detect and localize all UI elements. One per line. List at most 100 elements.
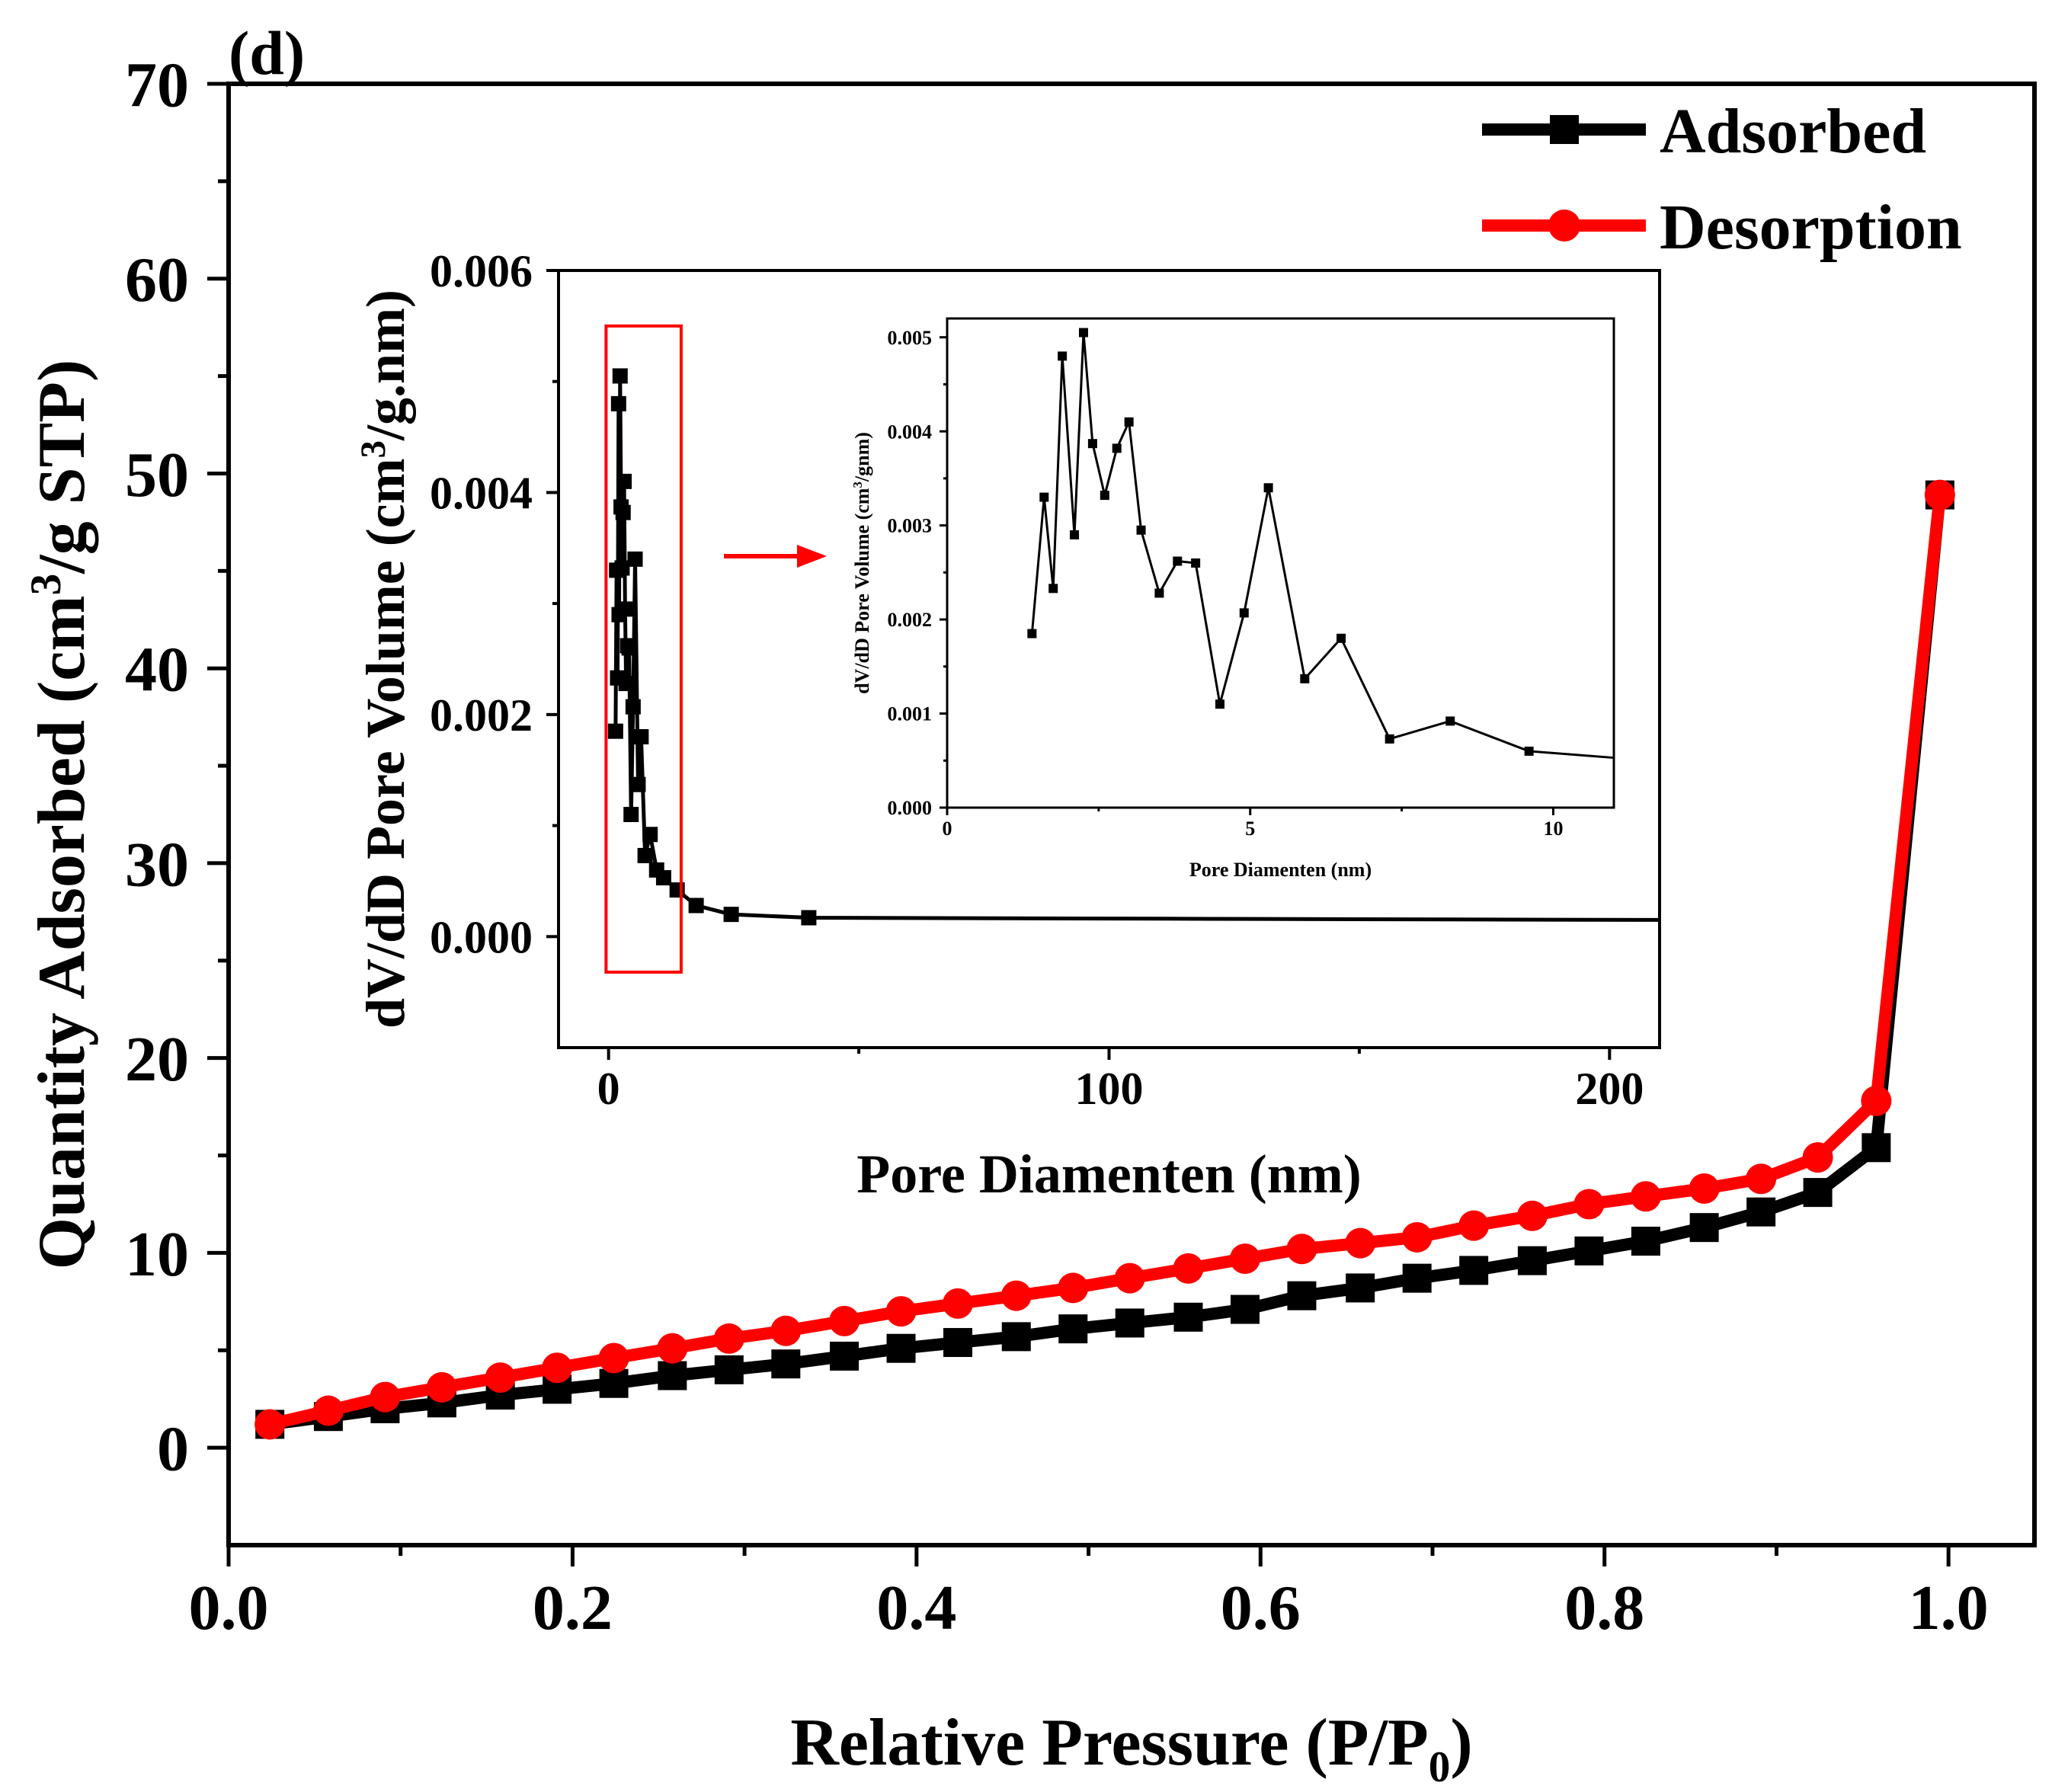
adsorbed-point [1803,1178,1833,1208]
inner-psd-point [1112,443,1122,453]
desorption-point [254,1409,286,1440]
outer-psd-point [637,847,653,863]
adsorbed-point [1631,1227,1660,1256]
inner-y-tick-label: 0.003 [888,515,933,537]
adsorbed-point [830,1341,860,1371]
outer-psd-point [801,910,817,926]
desorption-point [1058,1272,1089,1304]
outer-psd-point [617,601,633,617]
outer-y-tick-label: 0.004 [430,468,533,518]
desorption-point [1924,479,1955,510]
main-y-axis-title: Quantity Adsorbed (cm3/g STP) [22,360,99,1270]
main-y-tick-label: 20 [125,1024,189,1095]
outer-y-axis-title: dV/dD Pore Volume (cm3/g.nm) [354,290,416,1029]
outer-psd-point [633,729,649,744]
inner-psd-point [1027,629,1037,638]
desorption-point [1802,1142,1833,1173]
adsorbed-point [886,1333,916,1363]
main-x-axis-title: Relative Pressure (P/P0) [790,1706,1472,1791]
inner-psd-point [1524,746,1534,756]
main-frame [226,82,2037,1547]
adsorbed-point [1402,1263,1432,1293]
outer-x-tick-label: 100 [1075,1064,1144,1114]
outer-psd-point [612,368,628,384]
inner-x-tick-label: 0 [943,818,952,840]
inner-y-axis-title: dV/dD Pore Volume (cm3/gnm) [850,432,873,694]
desorption-point [370,1381,401,1413]
inner-y-tick-label: 0.002 [888,609,933,631]
main-y-tick-label: 40 [125,635,189,706]
main-y-tick-label: 50 [125,440,189,510]
desorption-point [1746,1163,1777,1195]
adsorbed-point [1689,1213,1719,1243]
zoom-box [604,324,683,974]
outer-psd-point [610,395,626,411]
outer-psd-point [615,504,631,520]
outer-x-tick-label: 0 [597,1064,620,1114]
outer-psd-point [618,676,634,692]
inner-psd-point [1191,558,1201,568]
main-y-tick-label: 60 [125,245,189,315]
inner-x-axis-title: Pore Diamenten (nm) [1189,859,1372,881]
outer-psd-point [642,827,658,843]
inner-y-tick-label: 0.000 [888,797,933,819]
adsorbed-point [943,1328,973,1358]
outer-psd-point [623,807,639,822]
legend: Adsorbed Desorption [1482,96,1962,263]
adsorbed-point [1058,1314,1088,1344]
adsorbed-point [714,1355,744,1384]
adsorbed-point [1115,1308,1144,1338]
desorption-point [1689,1173,1720,1205]
desorption-point [598,1342,629,1374]
adsorbed-point [1862,1133,1891,1163]
inner-psd-point [1154,588,1164,598]
desorption-point [943,1288,974,1319]
outer-psd-point [723,907,739,923]
desorption-point [657,1333,688,1364]
inner-psd-point [1215,699,1224,709]
adsorbed-point [1001,1322,1031,1352]
main-x-tick-label: 0.2 [533,1573,613,1643]
desorption-point [426,1371,457,1403]
inner-psd-point [1136,525,1146,535]
inner-x-tick-label: 10 [1543,818,1563,840]
legend-desorption-label: Desorption [1660,192,1962,263]
panel-label: (d) [229,18,305,88]
adsorbed-point [1287,1281,1317,1310]
desorption-point [1861,1085,1892,1116]
inner-psd-point [1124,417,1134,427]
inner-psd-point [1263,483,1273,493]
inner-psd-point [1058,351,1068,361]
inner-psd-point [1385,734,1394,744]
adsorbed-point [1346,1273,1375,1303]
outer-x-tick-label: 200 [1575,1064,1644,1114]
desorption-point [1401,1221,1433,1253]
inner-psd-point [1239,608,1249,618]
desorption-point [885,1296,917,1327]
desorption-point [1114,1262,1145,1294]
inner-psd-point [1048,584,1058,594]
inner-psd-point [1100,491,1109,501]
adsorbed-point [771,1349,801,1379]
adsorbed-point [1517,1246,1547,1275]
outer-psd-point [614,560,630,576]
desorption-point [1458,1210,1490,1241]
outer-psd-point [627,551,643,567]
outer-psd-point [630,776,646,792]
inner-x-tick-label: 5 [1245,818,1255,840]
inner-psd-point [1070,530,1080,539]
adsorbed-point [599,1368,629,1398]
outer-x-axis-title: Pore Diamenten (nm) [856,1144,1362,1205]
desorption-point [1345,1227,1376,1259]
inner-psd-point [1445,716,1455,726]
inner-y-tick-label: 0.004 [888,421,933,443]
inner-inset-plot: 0 5 10 0.000 0.001 0.002 0.003 0.004 0.005 Pore D… [850,317,1615,881]
adsorbed-point [1173,1302,1203,1332]
main-x-tick-label: 0.0 [189,1573,269,1643]
inner-y-tick-label: 0.005 [888,327,933,349]
adsorbed-point [1746,1197,1776,1227]
desorption-point [1286,1234,1317,1265]
desorption-point [312,1395,344,1426]
adsorbed-point [1459,1256,1489,1285]
outer-psd-point [616,473,632,489]
